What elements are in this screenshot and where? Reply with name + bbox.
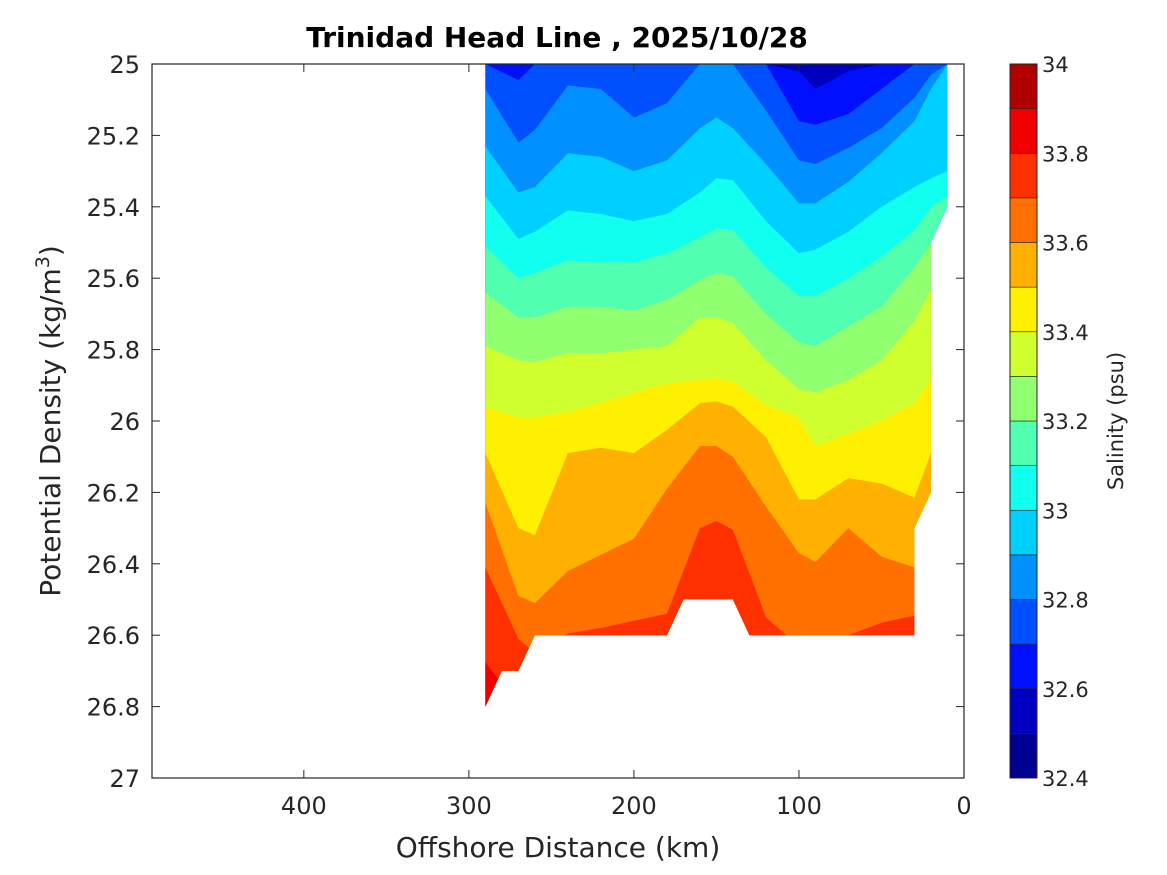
colorbar: 32.4 32.6 32.8 33 33.2 33.4 33.6 33.8 34 [1009, 53, 1089, 791]
colorbar-label: Salinity (psu) [1104, 352, 1128, 490]
colorbar-swatch [1009, 286, 1038, 333]
colorbar-swatch [1009, 643, 1038, 690]
colorbar-swatch [1009, 376, 1038, 422]
colorbar-swatch [1009, 554, 1038, 600]
chart-title: Trinidad Head Line , 2025/10/28 [306, 21, 808, 54]
y-tick-label: 26.6 [87, 622, 140, 650]
colorbar-tick-label: 32.8 [1042, 589, 1089, 613]
y-axis-label: Potential Density (kg/m3) [32, 245, 67, 597]
y-tick-label: 25.8 [87, 337, 140, 365]
colorbar-swatch [1009, 197, 1038, 243]
colorbar-box [1009, 63, 1038, 779]
colorbar-swatch [1009, 465, 1038, 511]
x-tick-label: 300 [446, 792, 492, 820]
colorbar-swatch [1009, 688, 1038, 734]
colorbar-tick-label: 33.2 [1042, 410, 1089, 434]
x-axis-label: Offshore Distance (km) [396, 831, 721, 864]
y-tick-label: 26.2 [87, 479, 140, 507]
colorbar-tick-label: 32.4 [1042, 767, 1089, 791]
x-tick-label: 100 [776, 792, 822, 820]
colorbar-tick-label: 32.6 [1042, 678, 1089, 702]
colorbar-swatch [1009, 599, 1038, 645]
x-tick-label: 0 [956, 792, 971, 820]
y-tick-label: 27 [109, 765, 140, 793]
y-axis-label-main: Potential Density (kg/m [34, 268, 67, 597]
y-tick-label: 26 [109, 408, 140, 436]
colorbar-swatch [1009, 331, 1038, 377]
colorbar-tick-label: 33.4 [1042, 321, 1089, 345]
y-axis-label-end: ) [34, 245, 67, 256]
y-tick-label: 26.4 [87, 551, 140, 579]
y-tick-label: 25 [109, 51, 140, 79]
colorbar-swatch [1009, 152, 1038, 199]
y-tick-label: 25.2 [87, 122, 140, 150]
colorbar-swatch [1009, 108, 1038, 154]
colorbar-swatch [1009, 733, 1038, 779]
colorbar-tick-label: 33.8 [1042, 142, 1089, 166]
colorbar-swatch [1009, 420, 1038, 466]
y-axis: 25 25.2 25.4 25.6 25.8 26 26.2 26.4 26.6 26.8 27 [87, 51, 964, 793]
y-tick-label: 25.4 [87, 194, 140, 222]
colorbar-tick-label: 33 [1042, 499, 1069, 523]
colorbar-swatch [1009, 63, 1038, 109]
y-axis-label-superscript: 3 [32, 256, 54, 268]
colorbar-tick-label: 34 [1042, 53, 1069, 77]
y-tick-label: 25.6 [87, 265, 140, 293]
y-tick-label: 26.8 [87, 694, 140, 722]
colorbar-swatch [1009, 509, 1038, 556]
colorbar-swatch [1009, 242, 1038, 288]
x-tick-label: 200 [611, 792, 657, 820]
x-tick-label: 400 [281, 792, 327, 820]
colorbar-tick-label: 33.6 [1042, 232, 1089, 256]
x-axis: 400 300 200 100 0 [281, 64, 972, 820]
